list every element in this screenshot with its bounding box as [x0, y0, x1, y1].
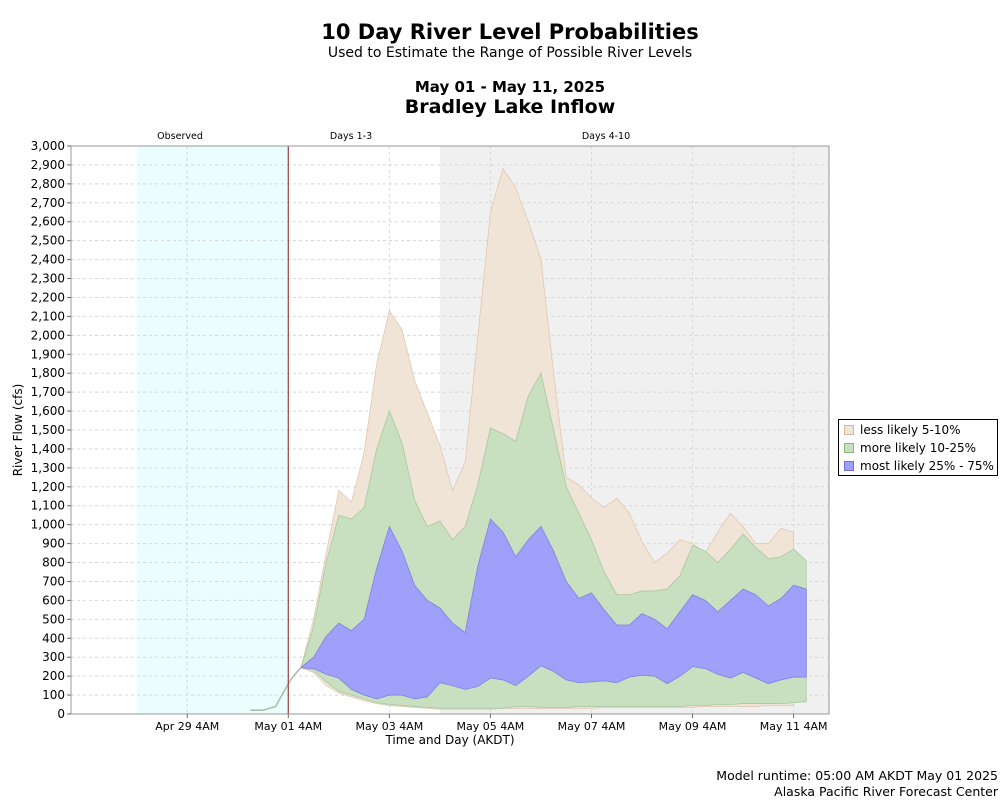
- y-tick-label: 2,000: [31, 328, 65, 342]
- y-tick-label: 2,600: [31, 215, 65, 229]
- y-tick-label: 0: [57, 707, 65, 721]
- y-tick-label: 1,300: [31, 461, 65, 475]
- x-tick-label: May 05 4AM: [457, 720, 525, 733]
- legend-item-less-likely: less likely 5-10%: [844, 423, 961, 437]
- y-tick-label: 3,000: [31, 139, 65, 153]
- y-tick-label: 1,800: [31, 366, 65, 380]
- legend-label-less-likely: less likely 5-10%: [860, 423, 961, 437]
- legend-label-more-likely: more likely 10-25%: [860, 441, 976, 455]
- legend-item-more-likely: more likely 10-25%: [844, 441, 976, 455]
- x-tick-label: May 03 4AM: [355, 720, 423, 733]
- legend: less likely 5-10% more likely 10-25% mos…: [838, 419, 998, 476]
- x-tick-label: Apr 29 4AM: [155, 720, 219, 733]
- y-tick-label: 400: [42, 631, 65, 645]
- y-tick-label: 900: [42, 537, 65, 551]
- period-label-observed: Observed: [157, 131, 203, 142]
- y-tick-label: 800: [42, 556, 65, 570]
- y-tick-label: 500: [42, 612, 65, 626]
- y-axis-label: River Flow (cfs): [11, 384, 25, 477]
- date-range: May 01 - May 11, 2025: [414, 78, 606, 96]
- y-tick-label: 2,200: [31, 290, 65, 304]
- legend-label-most-likely: most likely 25% - 75%: [860, 459, 994, 473]
- y-tick-label: 1,200: [31, 480, 65, 494]
- x-tick-label: May 07 4AM: [558, 720, 626, 733]
- y-tick-label: 2,800: [31, 177, 65, 191]
- swatch-most-likely: [844, 461, 854, 471]
- x-axis-label: Time and Day (AKDT): [384, 733, 514, 747]
- y-tick-label: 100: [42, 688, 65, 702]
- period-label-days1-3: Days 1-3: [330, 131, 372, 142]
- y-tick-label: 600: [42, 593, 65, 607]
- y-tick-label: 2,400: [31, 253, 65, 267]
- y-tick-label: 1,000: [31, 518, 65, 532]
- legend-item-most-likely: most likely 25% - 75%: [844, 459, 994, 473]
- y-tick-label: 2,700: [31, 196, 65, 210]
- y-tick-label: 700: [42, 574, 65, 588]
- forecast-center: Alaska Pacific River Forecast Center: [774, 784, 998, 799]
- location-name: Bradley Lake Inflow: [404, 96, 616, 118]
- y-tick-label: 1,500: [31, 423, 65, 437]
- y-tick-label: 1,700: [31, 385, 65, 399]
- chart-subtitle: Used to Estimate the Range of Possible R…: [327, 45, 693, 61]
- x-tick-label: May 11 4AM: [760, 720, 828, 733]
- x-tick-label: May 01 4AM: [254, 720, 322, 733]
- y-tick-label: 1,400: [31, 442, 65, 456]
- period-label-days4-10: Days 4-10: [582, 131, 630, 142]
- y-tick-label: 1,100: [31, 499, 65, 513]
- band-most-likely: [299, 518, 807, 700]
- swatch-more-likely: [844, 443, 854, 453]
- y-tick-label: 2,100: [31, 309, 65, 323]
- swatch-less-likely: [844, 425, 854, 435]
- y-tick-label: 2,300: [31, 272, 65, 286]
- observed-line: [250, 667, 302, 711]
- model-runtime: Model runtime: 05:00 AM AKDT May 01 2025: [716, 768, 998, 783]
- y-tick-label: 1,600: [31, 404, 65, 418]
- chart-title: 10 Day River Level Probabilities: [321, 20, 699, 44]
- y-tick-label: 2,500: [31, 234, 65, 248]
- x-tick-label: May 09 4AM: [659, 720, 727, 733]
- y-tick-label: 300: [42, 650, 65, 664]
- y-tick-label: 2,900: [31, 158, 65, 172]
- y-tick-label: 1,900: [31, 347, 65, 361]
- y-tick-label: 200: [42, 669, 65, 683]
